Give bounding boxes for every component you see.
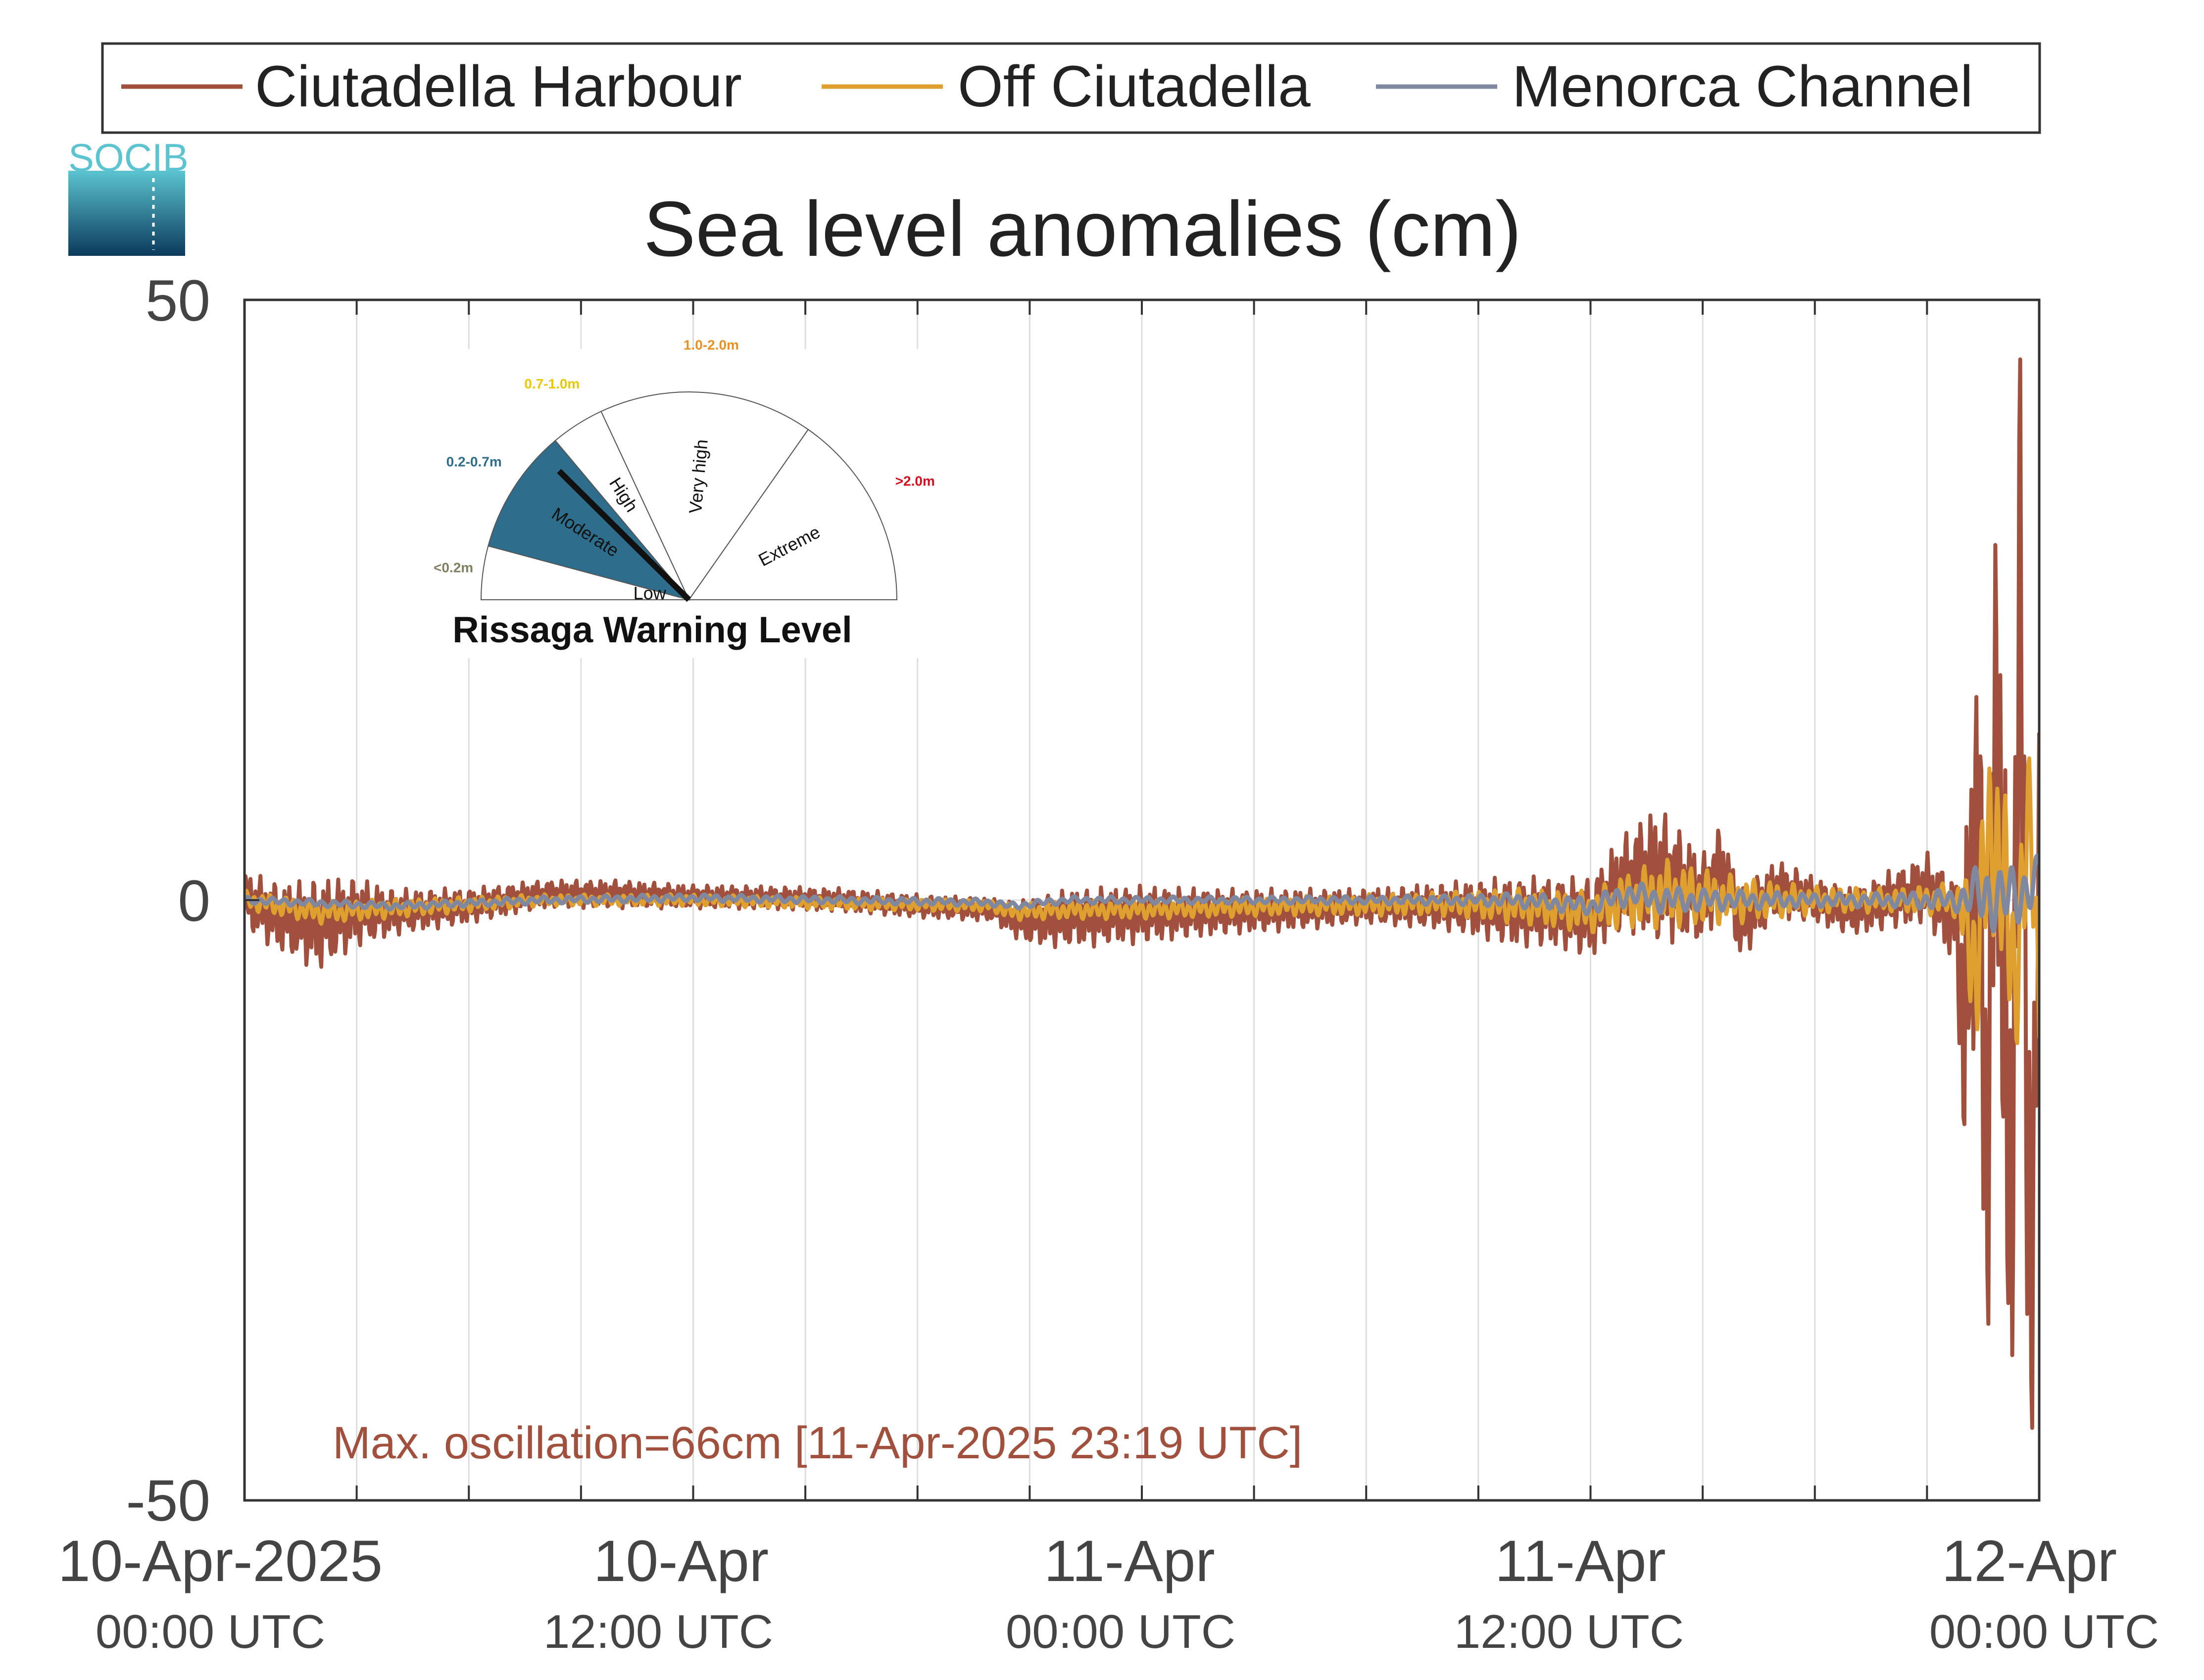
logo-block [68,171,185,256]
xtick-3-date: 11-Apr [1495,1529,1665,1594]
legend-label-off: Off Ciutadella [958,54,1311,119]
gauge-sectors [480,391,898,601]
gauge-range-label: <0.2m [434,560,473,576]
legend-label-harbour: Ciutadella Harbour [255,54,742,119]
ytick-50: 50 [146,268,210,334]
chart-title: Sea level anomalies (cm) [643,186,1521,273]
xtick-2-time: 00:00 UTC [1006,1605,1235,1658]
ytick-0: 0 [178,868,210,934]
gauge-range-label: 1.0-2.0m [684,337,739,352]
gauge-needle [557,469,691,602]
legend: Ciutadella Harbour Off Ciutadella Menorc… [101,42,2041,134]
legend-box [101,42,2041,134]
xtick-3-time: 12:00 UTC [1454,1605,1684,1658]
gauge-range-label: >2.0m [895,474,935,489]
xtick-1-date: 10-Apr [593,1529,769,1594]
xtick-0-time: 00:00 UTC [96,1605,325,1658]
gauge-range-label: 0.2-0.7m [446,454,502,470]
xtick-4-date: 12-Apr [1942,1529,2117,1594]
xtick-2-date: 11-Apr [1044,1529,1215,1594]
gauge-level-label: Low [634,583,667,603]
gauge-sector [600,391,809,601]
series-group [245,357,2039,1430]
ytick-minus-50: -50 [126,1468,210,1534]
xtick-0-date: 10-Apr-2025 [58,1529,383,1594]
gauge-sector [488,439,690,601]
series-menorca-channel [245,853,2039,934]
legend-label-channel: Menorca Channel [1512,54,1973,119]
gauge-range-label: 0.7-1.0m [524,376,580,391]
rissaga-gauge: Low<0.2mModerate0.2-0.7mHigh0.7-1.0mVery… [406,337,935,658]
gauge-sector [688,429,898,600]
gauge-title: Rissaga Warning Level [452,609,852,650]
max-oscillation-annotation: Max. oscillation=66cm [11-Apr-2025 23:19… [333,1418,1302,1468]
xtick-4-time: 00:00 UTC [1929,1605,2159,1658]
xtick-1-time: 12:00 UTC [543,1605,773,1658]
socib-logo: SOCIB [68,136,189,256]
axis-ticks [244,299,2040,1501]
